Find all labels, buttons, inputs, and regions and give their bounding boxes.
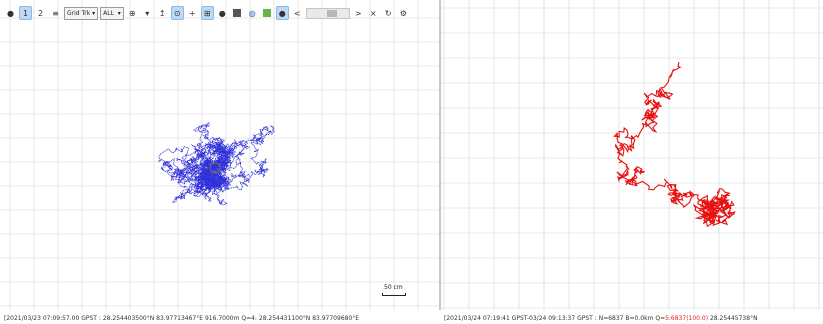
- center-icon[interactable]: ⊙: [170, 6, 184, 20]
- filter-select[interactable]: ALL ▾: [100, 6, 124, 20]
- map-icon[interactable]: [231, 6, 244, 20]
- track-mode-select[interactable]: Grid Trk ▾: [64, 6, 99, 20]
- right-track-plot: [613, 61, 736, 228]
- status-bar-right: [2021/03/24 07:19:41 GPST-03/24 09:13:37…: [444, 313, 823, 324]
- status-lon: 83.97713467°E: [156, 315, 204, 322]
- status-quality-label: Q=: [655, 315, 666, 322]
- status-datetime: [2021/03/24 07:19:41 GPST-03/24 09:13:37…: [444, 315, 593, 322]
- status-lat2: 28.254431100°N: [258, 315, 311, 322]
- view-1-button[interactable]: 1: [19, 6, 32, 20]
- status-bar-left: [2021/03/23 07:09:57.00 GPST : 28.254403…: [4, 313, 436, 324]
- status-quality: Q=4:: [241, 315, 257, 322]
- gear-icon[interactable]: ⚙: [399, 8, 407, 18]
- zoom-in-icon[interactable]: ⊕: [128, 8, 136, 18]
- scroll-right-button[interactable]: >: [354, 8, 362, 18]
- menu-arrow-icon[interactable]: ▾: [145, 8, 150, 18]
- scale-label: 50 cm: [384, 284, 403, 291]
- grid-icon[interactable]: ⊞: [200, 6, 214, 20]
- refresh-icon[interactable]: ↻: [384, 8, 392, 18]
- view-3-button[interactable]: ≡: [52, 8, 59, 18]
- right-plot-panel[interactable]: [441, 0, 823, 310]
- status-sep: :: [594, 315, 597, 322]
- scale-bar: 50 cm: [382, 284, 408, 298]
- crosshair-icon[interactable]: +: [188, 8, 196, 18]
- close-icon[interactable]: ×: [369, 8, 377, 18]
- status-count: N=6837 B=0.0km: [598, 315, 654, 322]
- left-track-plot: [158, 121, 275, 206]
- toolbar: ● 1 2 ≡ Grid Trk ▾ ALL ▾ ⊕ ▾ ↥ ⊙ + ⊞ ● ◍…: [0, 4, 439, 22]
- cursor-icon[interactable]: ↥: [158, 8, 166, 18]
- panel-divider[interactable]: [439, 0, 441, 310]
- status-lat: 28.25445738°N: [709, 315, 758, 322]
- left-plot-panel[interactable]: ● 1 2 ≡ Grid Trk ▾ ALL ▾ ⊕ ▾ ↥ ⊙ + ⊞ ● ◍…: [0, 0, 439, 310]
- status-height: 916.7000m: [204, 315, 240, 322]
- status-quality-value: 5:6837(100.0): [665, 315, 709, 322]
- status-lat: 28.254403500°N: [102, 315, 155, 322]
- view-2-button[interactable]: 2: [37, 8, 44, 18]
- scale-line: [382, 293, 406, 296]
- show-point-icon[interactable]: ●: [275, 6, 289, 20]
- time-slider[interactable]: [305, 7, 350, 19]
- point-icon[interactable]: ●: [218, 8, 226, 18]
- globe-icon[interactable]: ◍: [248, 8, 256, 18]
- status-datetime: [2021/03/23 07:09:57.00 GPST: [4, 315, 97, 322]
- status-sep: :: [98, 315, 101, 322]
- dot-icon[interactable]: ●: [7, 8, 14, 18]
- time-slider-thumb[interactable]: [326, 9, 337, 17]
- status-lon2: 83.97709680°E: [312, 315, 360, 322]
- image-icon[interactable]: [261, 6, 274, 20]
- scroll-left-button[interactable]: <: [293, 8, 301, 18]
